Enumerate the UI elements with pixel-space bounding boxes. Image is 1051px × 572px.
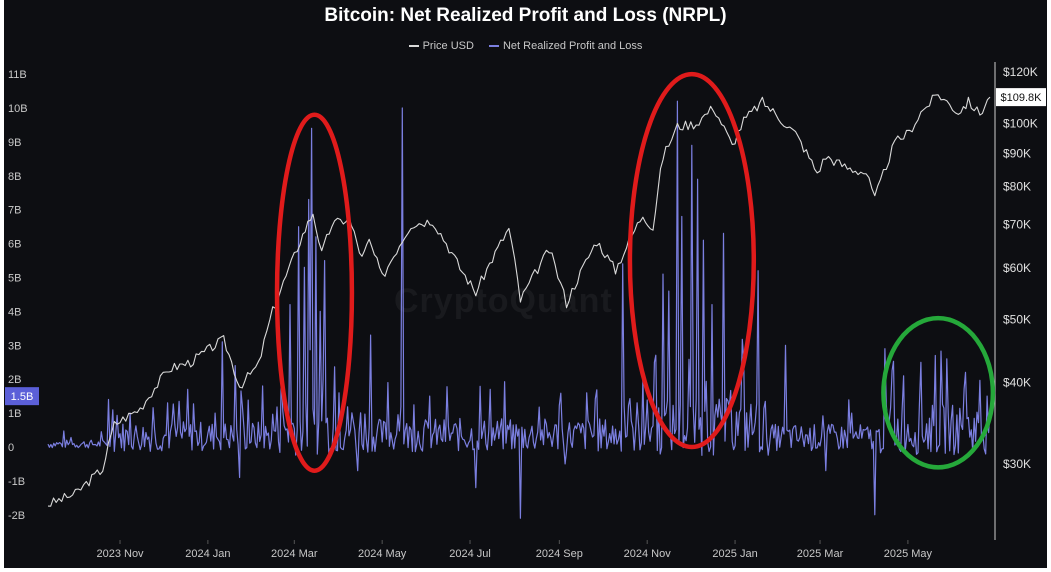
annotation-ellipse-red (274, 112, 355, 473)
y-right-tick-label: $80K (1003, 180, 1031, 194)
y-right-tick-label: $100K (1003, 117, 1038, 131)
y-left-tick-label: 4B (8, 306, 21, 318)
price-series-line (47, 94, 991, 507)
y-right-tick-label: $60K (1003, 261, 1031, 275)
y-left-tick-label: 5B (8, 273, 21, 285)
y-left-tick-label: 1B (8, 408, 21, 420)
current-nrpl-badge-label: 1.5B (11, 391, 34, 403)
legend-swatch-price (408, 45, 419, 48)
annotation-ellipse-green (881, 315, 996, 470)
y-right-tick-label: $70K (1003, 217, 1031, 231)
y-right-tick-label: $40K (1003, 376, 1031, 390)
y-left-tick-label: -2B (8, 510, 25, 522)
x-tick-label: 2025 Mar (797, 548, 844, 560)
x-tick-label: 2025 Jan (712, 548, 757, 560)
current-price-badge-label: $109.8K (1001, 92, 1043, 104)
x-tick-label: 2024 Sep (536, 548, 583, 560)
legend-label-nrpl: Net Realized Profit and Loss (502, 40, 643, 52)
chart-title: Bitcoin: Net Realized Profit and Loss (N… (324, 5, 727, 26)
annotation-ellipse-red (627, 71, 757, 450)
legend-swatch-nrpl (488, 45, 499, 48)
current-nrpl-badge (5, 387, 39, 406)
legend-label-price: Price USD (422, 40, 474, 52)
x-tick-label: 2024 May (358, 548, 407, 560)
y-left-tick-label: 0 (8, 442, 14, 454)
current-price-badge (996, 88, 1046, 107)
x-tick-label: 2025 May (884, 548, 933, 560)
y-right-tick-label: $90K (1003, 146, 1031, 160)
nrpl-series-line (47, 100, 991, 519)
legend-item-nrpl[interactable]: Net Realized Profit and Loss (488, 40, 643, 52)
x-tick-label: 2024 Jan (185, 548, 230, 560)
y-right-tick-label: $50K (1003, 313, 1031, 327)
y-right-tick-label: $30K (1003, 457, 1031, 471)
y-left-tick-label: 11B (8, 69, 27, 81)
x-tick-label: 2024 Jul (449, 548, 491, 560)
y-left-tick-label: 10B (8, 103, 28, 115)
y-left-tick-label: 7B (8, 205, 21, 217)
x-tick-label: 2024 Mar (271, 548, 318, 560)
y-left-tick-label: 2B (8, 374, 21, 386)
y-left-tick-label: -1B (8, 476, 25, 488)
y-left-tick-label: 3B (8, 340, 21, 352)
y-left-tick-label: 9B (8, 137, 21, 149)
x-tick-label: 2023 Nov (96, 548, 144, 560)
legend-item-price[interactable]: Price USD (408, 40, 474, 52)
legend: Price USD Net Realized Profit and Loss (4, 40, 1047, 52)
y-left-tick-label: 6B (8, 239, 21, 251)
y-right-tick-label: $120K (1003, 65, 1038, 79)
chart-frame: Bitcoin: Net Realized Profit and Loss (N… (4, 0, 1047, 568)
y-left-tick-label: 8B (8, 171, 21, 183)
x-tick-label: 2024 Nov (624, 548, 672, 560)
